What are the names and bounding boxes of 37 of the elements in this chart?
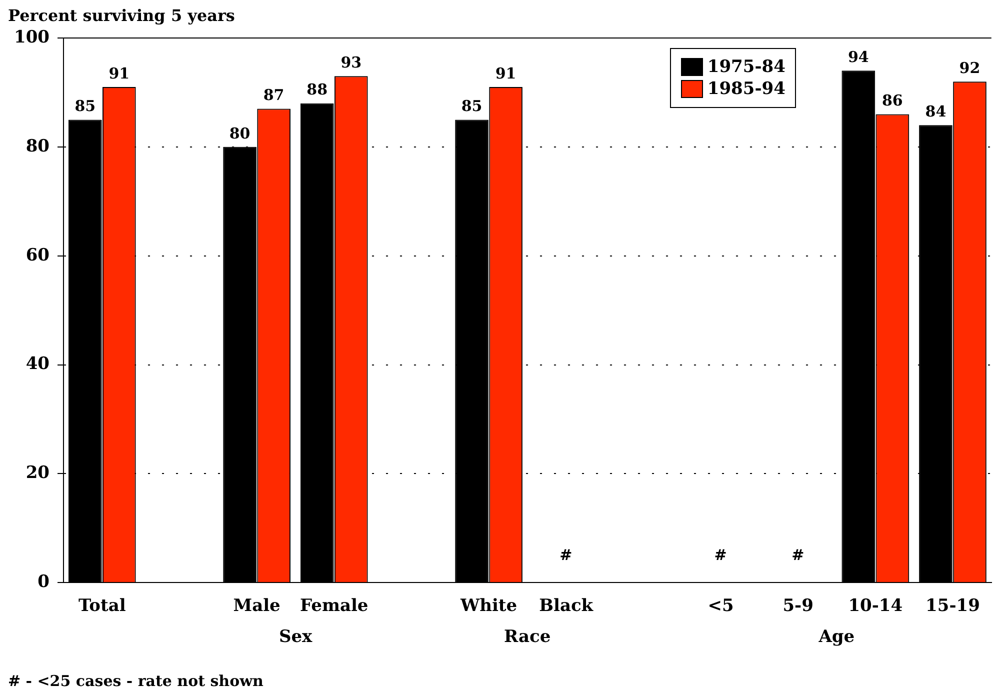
- data-label: 94: [848, 48, 869, 66]
- data-label: 91: [495, 64, 516, 82]
- data-label: 88: [306, 80, 328, 99]
- x-tick-label: <5: [708, 596, 734, 616]
- y-tick-label: 40: [26, 354, 50, 374]
- data-label: 92: [959, 58, 980, 77]
- x-tick-label: 5-9: [782, 596, 814, 616]
- data-label: 91: [108, 64, 130, 82]
- text: # - <25 cases - rate not shown: [8, 672, 264, 689]
- y-tick-label: 20: [26, 463, 50, 484]
- data-label: 80: [229, 124, 250, 142]
- y-axis-title: Percent surviving 5 years: [8, 6, 235, 25]
- x-tick-label: 15-19: [926, 596, 980, 616]
- y-tick-label: 0: [38, 572, 50, 592]
- data-label: 85: [461, 97, 482, 116]
- data-label: 84: [925, 102, 946, 121]
- data-label: 87: [263, 86, 284, 104]
- annotation: #: [714, 546, 727, 564]
- data-label: 86: [882, 92, 903, 110]
- text: Age: [818, 626, 855, 647]
- data-label: 93: [340, 54, 362, 72]
- annotation: #: [560, 546, 572, 564]
- y-tick-label: 100: [14, 27, 50, 48]
- x-tick-label: White: [459, 596, 518, 616]
- annotation: #: [792, 546, 804, 564]
- x-tick-label: 10-14: [848, 596, 903, 616]
- legend-label: 1985-94: [707, 79, 786, 99]
- x-tick-label: Male: [233, 596, 281, 616]
- x-tick-label: Black: [539, 596, 594, 616]
- data-label: 85: [74, 97, 96, 116]
- x-tick-label: Total: [78, 596, 126, 616]
- text: Race: [504, 626, 551, 647]
- x-tick-label: Female: [300, 596, 368, 616]
- y-tick-label: 80: [26, 136, 50, 156]
- legend-label: 1975-84: [707, 57, 786, 77]
- text: Sex: [278, 626, 312, 647]
- y-tick-label: 60: [26, 245, 50, 266]
